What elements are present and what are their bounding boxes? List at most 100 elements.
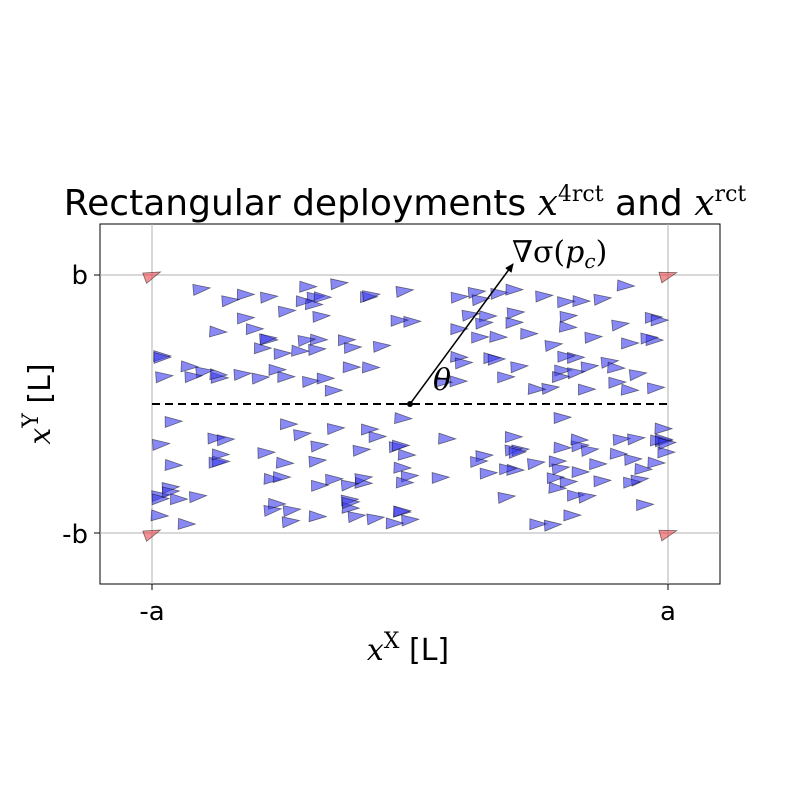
agent-marker: [372, 340, 392, 353]
agent-marker: [211, 448, 231, 461]
agent-marker: [609, 447, 629, 460]
agent-marker: [263, 504, 283, 517]
y-axis-label-unit: [L]: [23, 363, 58, 413]
agent-marker: [454, 357, 474, 370]
agent-marker: [279, 418, 299, 431]
agent-marker: [260, 291, 280, 304]
agents-layer: [142, 271, 678, 543]
agent-marker: [312, 310, 332, 323]
agent-marker: [308, 510, 328, 523]
agent-marker: [544, 340, 564, 353]
ticks: [94, 274, 669, 590]
agent-marker: [259, 333, 279, 346]
agent-marker: [628, 369, 648, 382]
agent-marker: [623, 476, 642, 489]
agent-marker: [508, 446, 528, 459]
agent-marker: [268, 363, 288, 376]
agent-marker: [352, 444, 372, 457]
agent-marker: [308, 343, 328, 356]
agent-marker: [385, 517, 405, 530]
corner-agent-marker: [142, 529, 162, 543]
agent-marker: [245, 323, 265, 336]
agent-marker: [291, 344, 311, 357]
corner-agent-marker: [142, 271, 162, 285]
agent-marker: [589, 458, 608, 471]
title-math2-sup: rct: [715, 182, 747, 207]
agent-marker: [152, 438, 172, 451]
agent-marker: [338, 334, 357, 347]
agent-marker: [520, 327, 540, 340]
agent-marker: [188, 491, 208, 504]
x-axis-label: xX [L]: [367, 629, 449, 668]
agent-marker: [543, 519, 563, 532]
agent-marker: [546, 472, 566, 485]
gradient-label-sub: c: [584, 249, 595, 273]
agent-marker: [354, 473, 374, 486]
agent-marker: [311, 479, 330, 492]
title-math1-sup: 4rct: [558, 182, 604, 207]
agent-marker: [497, 371, 516, 384]
agent-marker: [233, 368, 253, 381]
agent-marker: [450, 323, 470, 336]
agent-marker: [593, 475, 613, 488]
title-middle: and: [604, 183, 695, 224]
agent-marker: [593, 293, 613, 306]
agent-marker: [342, 496, 361, 509]
agent-marker: [394, 412, 414, 425]
y-tick-label-neg-b: -b: [62, 520, 88, 550]
agent-marker: [551, 463, 571, 476]
agent-marker: [164, 415, 184, 429]
agent-marker: [209, 325, 229, 338]
agent-marker: [273, 347, 293, 361]
agent-marker: [216, 434, 236, 447]
agent-marker: [295, 295, 315, 308]
agent-marker: [253, 342, 273, 355]
x-axis-label-base: x: [367, 633, 384, 668]
agent-marker: [654, 422, 674, 435]
agent-marker: [499, 463, 518, 476]
agent-marker: [275, 456, 295, 469]
agent-marker: [461, 309, 481, 322]
agent-marker: [155, 371, 175, 384]
agent-marker: [571, 466, 591, 479]
grid: [100, 224, 720, 584]
agent-marker: [557, 296, 576, 309]
agent-marker: [548, 481, 568, 494]
agent-marker: [393, 505, 413, 518]
agent-marker: [316, 372, 336, 385]
y-axis-label-sup: Y: [19, 413, 44, 429]
agent-marker: [325, 473, 345, 486]
agent-marker: [153, 351, 173, 365]
agent-marker: [527, 382, 547, 395]
agent-marker: [340, 479, 360, 492]
agent-marker: [624, 453, 644, 466]
agent-marker: [324, 384, 344, 397]
agent-marker: [150, 509, 170, 522]
agent-marker: [578, 383, 597, 396]
agent-marker: [368, 430, 388, 444]
agent-marker: [634, 462, 654, 476]
agent-marker: [431, 471, 451, 485]
agent-marker: [308, 455, 328, 468]
agent-marker: [330, 278, 350, 291]
agent-marker: [487, 353, 507, 366]
agent-marker: [580, 361, 600, 374]
agent-marker: [391, 439, 411, 452]
agent-marker: [657, 446, 677, 459]
agent-marker: [169, 493, 189, 506]
agent-marker: [184, 371, 204, 384]
agent-marker: [505, 283, 525, 296]
gradient-label-p: p: [565, 235, 584, 270]
gradient-label-nabla: ∇σ(: [512, 235, 565, 270]
agent-marker: [479, 467, 499, 480]
agent-marker: [567, 367, 587, 380]
agent-marker: [640, 332, 660, 345]
agent-marker: [611, 319, 631, 332]
chart-title: Rectangular deployments x4rct and xrct: [64, 182, 747, 224]
y-axis-label: xY [L]: [19, 363, 58, 444]
x-axis-label-unit: [L]: [399, 633, 449, 668]
agent-marker: [471, 294, 491, 307]
agent-marker: [584, 331, 604, 344]
agent-marker: [471, 331, 490, 344]
